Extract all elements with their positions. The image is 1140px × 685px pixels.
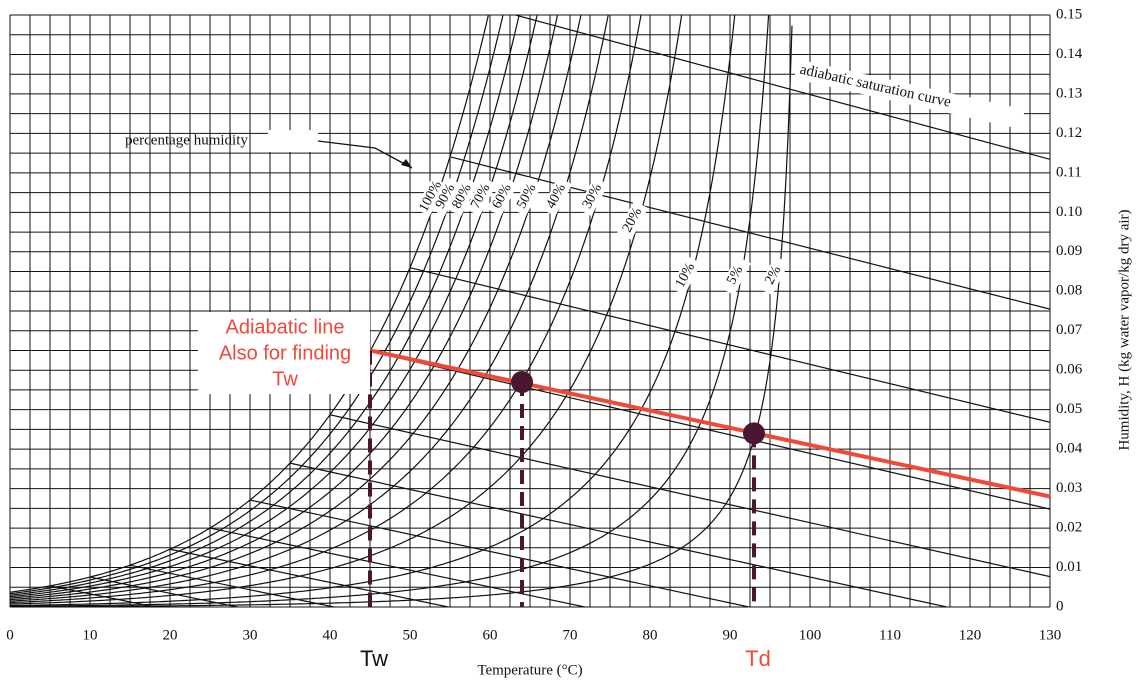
y-tick-label: 0.10 xyxy=(1056,204,1082,220)
humidity-curve xyxy=(10,15,520,596)
label-bg xyxy=(793,59,1025,130)
label-bg xyxy=(577,176,609,217)
humidity-curve xyxy=(10,15,490,593)
adiabatic-saturation-line xyxy=(249,499,750,607)
annotation-line: Tw xyxy=(272,368,298,390)
y-tick-label: 0.13 xyxy=(1056,85,1082,101)
x-tick-label: 100 xyxy=(799,627,822,643)
point xyxy=(743,422,765,445)
humidity-curve xyxy=(10,15,582,601)
adiabatic-saturation-line xyxy=(409,267,1050,423)
humidity-curve xyxy=(10,15,770,607)
humidity-curve xyxy=(10,15,609,602)
x-tick-label: 0 xyxy=(6,627,14,643)
y-tick-label: 0.08 xyxy=(1056,283,1082,299)
adiabatic-saturation-line xyxy=(449,156,1050,310)
y-tick-label: 0.06 xyxy=(1056,362,1083,378)
label-bg xyxy=(486,176,518,217)
y-tick-label: 0.05 xyxy=(1056,401,1082,417)
arrow xyxy=(317,140,413,169)
adiabatic-saturation-line xyxy=(129,564,335,607)
annotation-bg xyxy=(198,312,370,394)
x-tick-label: 30 xyxy=(243,627,258,643)
humidity-curve xyxy=(10,15,642,604)
adiabatic-saturation-line xyxy=(169,548,449,607)
y-tick-label: 0.04 xyxy=(1056,441,1083,457)
humidity-curves-label: percentage humidity xyxy=(125,132,248,148)
label-bg xyxy=(430,176,462,217)
adiabatic-saturation-line xyxy=(513,15,1050,160)
y-tick-label: 0.09 xyxy=(1056,243,1082,259)
marks xyxy=(368,348,1051,607)
y-tick-label: 0.11 xyxy=(1056,164,1082,180)
x-tick-label: 20 xyxy=(163,627,178,643)
humidity-curve xyxy=(10,15,538,598)
label-bg xyxy=(268,130,318,152)
y-tick-label: 0.14 xyxy=(1056,46,1083,62)
x-tick-label: 120 xyxy=(959,627,982,643)
x-tick-label: 10 xyxy=(83,627,98,643)
x-tick-label: 60 xyxy=(483,627,498,643)
marker-label: Td xyxy=(745,646,771,671)
adiabatic-line xyxy=(369,348,1051,499)
label-bg xyxy=(541,176,573,217)
annotation-line: Also for finding xyxy=(219,342,351,364)
label-bg xyxy=(719,255,751,296)
adiabatic-saturation-line xyxy=(329,414,1050,578)
label-bg xyxy=(670,255,702,296)
y-tick-label: 0.03 xyxy=(1056,480,1082,496)
point xyxy=(511,371,533,394)
y-tick-label: 0.01 xyxy=(1056,559,1082,575)
annotation: Adiabatic line Also for finding Tw xyxy=(219,316,351,390)
label-bg xyxy=(511,176,543,217)
annotation-line: Adiabatic line xyxy=(226,316,345,338)
marker-label: Tw xyxy=(360,646,388,671)
humidity-curve xyxy=(10,15,559,599)
x-tick-label: 90 xyxy=(723,627,738,643)
x-axis-label: Temperature (°C) xyxy=(477,662,582,678)
y-axis-label: Humidity, H (kg water vapor/kg dry air) xyxy=(1116,209,1132,450)
x-tick-label: 130 xyxy=(1039,627,1062,643)
label-bg xyxy=(465,176,497,217)
y-tick-label: 0.07 xyxy=(1056,322,1083,338)
humidity-curve xyxy=(10,25,793,607)
x-tick-label: 70 xyxy=(563,627,578,643)
y-tick-label: 0.02 xyxy=(1056,520,1082,536)
arrow-head xyxy=(401,159,412,168)
x-tick-label: 50 xyxy=(403,627,418,643)
x-tick-label: 80 xyxy=(643,627,658,643)
y-tick-label: 0.12 xyxy=(1056,125,1082,141)
y-tick-label: 0 xyxy=(1056,598,1064,614)
label-bg xyxy=(757,255,790,296)
label-bg xyxy=(415,176,447,217)
grid xyxy=(9,14,1051,608)
adiabatic-saturation-line xyxy=(289,462,947,607)
x-tick-label: 110 xyxy=(879,627,901,643)
adiabatic-saturation-line xyxy=(89,576,238,607)
humidity-curve xyxy=(10,15,683,605)
humidity-curve xyxy=(10,15,736,607)
label-bg xyxy=(446,176,478,217)
label-bg xyxy=(617,200,649,240)
humidity-curve xyxy=(10,15,504,595)
curves xyxy=(10,15,1050,607)
y-tick-label: 0.15 xyxy=(1056,6,1082,22)
x-tick-label: 40 xyxy=(323,627,338,643)
saturation-label: adiabatic saturation curve xyxy=(798,62,952,111)
